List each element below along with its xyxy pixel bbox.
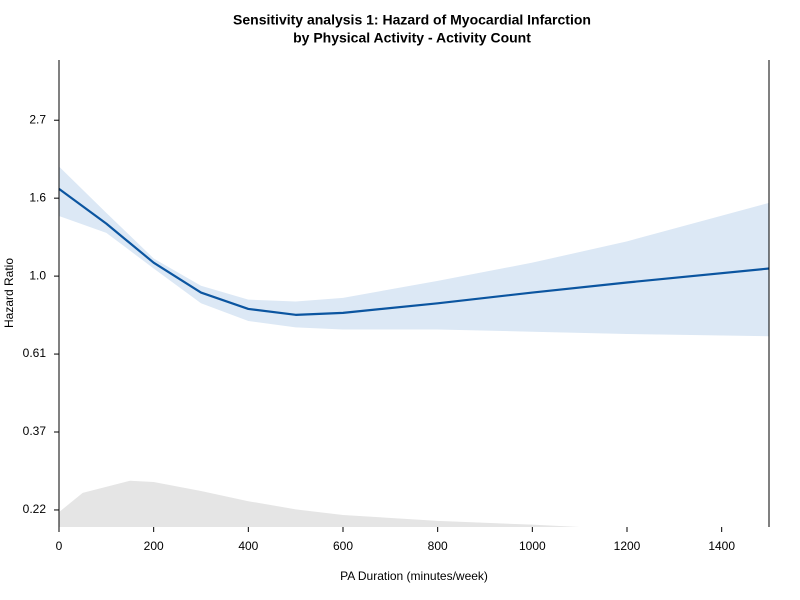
x-tick-label: 1200: [614, 539, 641, 553]
y-tick-label: 0.37: [23, 424, 47, 438]
y-tick-label: 1.0: [29, 268, 46, 282]
x-tick-label: 800: [428, 539, 448, 553]
x-tick-label: 600: [333, 539, 353, 553]
x-tick-label: 200: [144, 539, 164, 553]
y-tick-label: 0.61: [23, 346, 47, 360]
x-tick-label: 0: [56, 539, 63, 553]
density-area: [59, 480, 580, 527]
x-tick-label: 400: [238, 539, 258, 553]
ci-band: [59, 166, 769, 337]
y-tick-label: 0.22: [23, 502, 47, 516]
y-axis-title: Hazard Ratio: [2, 258, 16, 328]
x-tick-label: 1400: [708, 539, 735, 553]
y-tick-label: 2.7: [29, 112, 46, 126]
x-tick-label: 1000: [519, 539, 546, 553]
chart-subtitle: by Physical Activity - Activity Count: [293, 30, 531, 46]
hazard-line: [58, 187, 770, 316]
y-tick-label: 1.6: [29, 190, 46, 204]
chart-title: Sensitivity analysis 1: Hazard of Myocar…: [233, 12, 591, 28]
x-axis-title: PA Duration (minutes/week): [340, 569, 488, 583]
